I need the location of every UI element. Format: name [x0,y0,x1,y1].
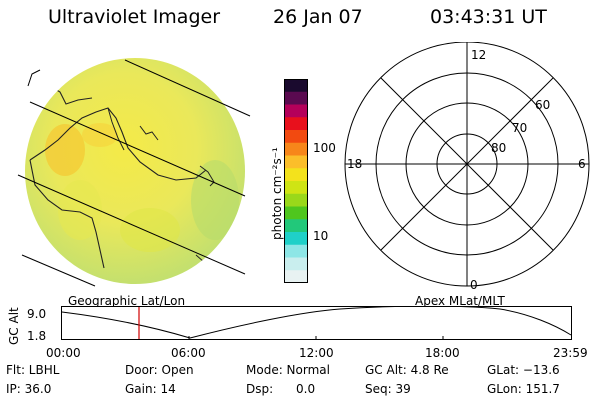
colorbar-tick-100: 100 [313,141,336,155]
info-glat: GLat: −13.6 [487,363,560,377]
colorbar-band [284,181,308,195]
polar-label-70: 70 [512,121,528,135]
timeline-y-axis-label: GC Alt [7,307,21,345]
polar-label-60: 60 [535,98,551,112]
polar-label-12: 12 [471,48,487,62]
info-dsp: Dsp: 0.0 [246,382,316,396]
polar-label-18: 18 [347,157,363,171]
timeline-x-tick-1200: 12:00 [299,346,334,360]
colorbar-band [284,206,308,220]
timeline-right-title: Apex MLat/MLT [415,294,505,308]
color-scale-bar [284,79,308,283]
colorbar-band [284,142,308,156]
info-gain: Gain: 14 [125,382,176,396]
info-door: Door: Open [125,363,194,377]
polar-label-0: 0 [470,278,478,292]
colorbar-band [284,168,308,182]
colorbar-band [284,130,308,144]
info-seq: Seq: 39 [365,382,411,396]
colorbar-band [284,193,308,207]
info-glon: GLon: 151.7 [487,382,560,396]
colorbar-unit-label: photon cm⁻²s⁻¹ [270,147,284,240]
colorbar-band [284,257,308,271]
colorbar-band [284,91,308,105]
timeline-x-tick-0600: 06:00 [171,346,206,360]
polar-mlt-plot [344,42,590,287]
colorbar-band [284,244,308,258]
colorbar-band [284,219,308,233]
info-gc-alt: GC Alt: 4.8 Re [365,363,449,377]
earth-uv-image [17,58,251,287]
timeline-x-tick-2359: 23:59 [553,346,588,360]
colorbar-band [284,270,308,283]
colorbar-band [284,104,308,118]
colorbar-band [284,232,308,246]
polar-label-80: 80 [491,141,507,155]
colorbar-tick-10: 10 [313,229,329,243]
colorbar-band [284,79,308,93]
info-mode: Mode: Normal [246,363,330,377]
header-time: 03:43:31 UT [430,6,547,28]
timeline-y-tick-bottom: 1.8 [27,329,47,343]
polar-label-6: 6 [578,157,586,171]
header-date: 26 Jan 07 [273,6,363,28]
colorbar-band [284,155,308,169]
info-filter: Flt: LBHL [6,363,60,377]
colorbar-band [284,117,308,131]
timeline-left-title: Geographic Lat/Lon [68,294,186,308]
altitude-timeline-plot [61,306,572,340]
timeline-x-tick-0000: 00:00 [46,346,81,360]
timeline-y-tick-top: 9.0 [27,307,47,321]
info-ip: IP: 36.0 [6,382,52,396]
app-title: Ultraviolet Imager [48,6,221,28]
timeline-x-tick-1800: 18:00 [425,346,460,360]
